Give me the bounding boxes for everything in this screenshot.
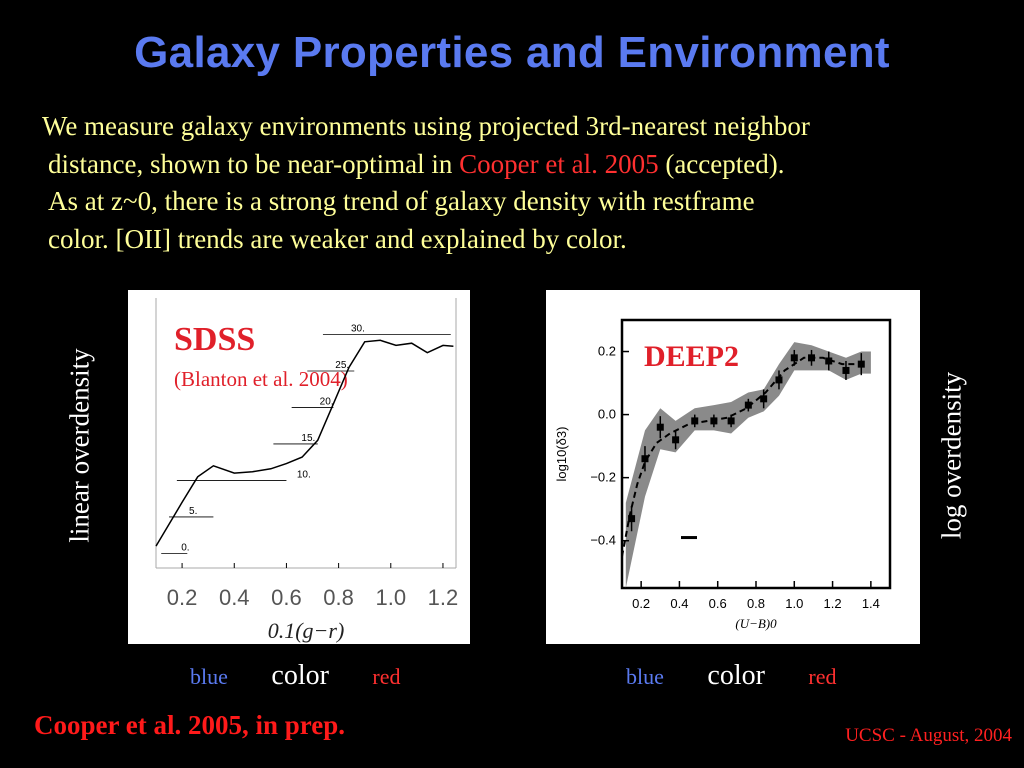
sdss-contour-label: 10. — [297, 469, 311, 480]
deep2-data-point — [790, 354, 798, 362]
left-red-label: red — [372, 664, 401, 689]
sdss-chart: SDSS(Blanton et al. 2004)0.5.10.15.20.25… — [155, 298, 459, 643]
deep2-chart-title: DEEP2 — [644, 340, 739, 373]
deep2-y-tick-label: −0.2 — [590, 470, 616, 485]
deep2-data-point — [656, 423, 664, 431]
sdss-chart-title: SDSS — [174, 321, 255, 358]
left-y-axis-label: linear overdensity — [64, 348, 95, 543]
sdss-contour-label: 25. — [335, 360, 349, 371]
deep2-data-point — [857, 360, 865, 368]
deep2-data-point — [641, 455, 649, 463]
sdss-x-tick-label: 0.2 — [167, 585, 198, 610]
right-blue-label: blue — [626, 664, 664, 689]
deep2-error-band — [625, 342, 871, 588]
sdss-contour-label: 30. — [351, 323, 365, 334]
paragraph-line-2: distance, shown to be near-optimal in Co… — [34, 146, 1024, 184]
left-color-label: color — [271, 660, 329, 691]
deep2-y-tick-label: −0.4 — [590, 533, 616, 548]
deep2-data-point — [825, 357, 833, 365]
sdss-contour-label: 5. — [189, 506, 197, 517]
paragraph-line-2-end: (accepted). — [658, 148, 785, 179]
deep2-data-point — [710, 417, 718, 425]
sdss-x-tick-label: 0.8 — [323, 585, 354, 610]
deep2-data-point — [628, 515, 636, 523]
paragraph-line-2-start: distance, shown to be near-optimal in — [48, 148, 460, 179]
deep2-y-tick-label: 0.0 — [598, 407, 616, 422]
paragraph-line-1: We measure galaxy environments using pro… — [42, 111, 810, 141]
sdss-density-line — [155, 339, 454, 547]
slide-title: Galaxy Properties and Environment — [134, 28, 890, 77]
deep2-data-point — [775, 376, 783, 384]
deep2-x-axis-label: (U−B)0 — [735, 616, 777, 631]
deep2-data-point — [760, 395, 768, 403]
deep2-x-tick-label: 1.2 — [824, 596, 842, 611]
left-blue-label: blue — [190, 664, 228, 689]
right-y-axis-label: log overdensity — [936, 371, 967, 540]
paragraph-line-3: As at z~0, there is a strong trend of ga… — [48, 186, 755, 216]
deep2-data-point — [691, 417, 699, 425]
sdss-x-tick-label: 0.6 — [271, 585, 302, 610]
sdss-x-tick-label: 1.2 — [428, 585, 459, 610]
deep2-y-axis-label: log10(δ3) — [554, 427, 569, 482]
right-color-label: color — [707, 660, 765, 691]
left-color-axis-row: blue color red — [190, 660, 401, 692]
paragraph-line-4: color. [OII] trends are weaker and expla… — [48, 223, 627, 254]
sdss-contour-label: 15. — [301, 433, 315, 444]
footer-text: UCSC - August, 2004 — [845, 725, 1012, 746]
deep2-data-point — [744, 401, 752, 409]
right-color-axis-row: blue color red — [626, 660, 837, 692]
sdss-x-tick-label: 1.0 — [375, 585, 406, 610]
sdss-contour-label: 20. — [320, 396, 334, 407]
intro-paragraph: We measure galaxy environments using pro… — [34, 108, 1024, 258]
deep2-data-point — [672, 436, 680, 444]
deep2-chart: DEEP2 0.2 0.4 0.6 0.8 1.0 1.2 1.4 −0.4 −0.2 0.0 0.2… — [554, 318, 892, 631]
deep2-x-tick-label: 1.0 — [785, 596, 803, 611]
deep2-x-tick-label: 0.8 — [747, 596, 765, 611]
deep2-x-tick-label: 0.2 — [632, 596, 650, 611]
sdss-contour-label: 0. — [181, 542, 189, 553]
sdss-chart-panel: SDSS (Blanton et al. 2004) 0. 5. 10. 15. 20. 25… — [128, 290, 470, 644]
deep2-chart-panel: DEEP2 0.2 0.4 0.6 0.8 1.0 1.2 1.4 −0.4 −0.2 0.0 0.2… — [546, 290, 920, 644]
deep2-dashed-fit — [621, 356, 862, 557]
deep2-x-tick-label: 0.6 — [709, 596, 727, 611]
deep2-x-tick-label: 1.4 — [862, 596, 880, 611]
reference-citation: Cooper et al. 2005, in prep. — [34, 710, 346, 740]
right-red-label: red — [808, 664, 837, 689]
deep2-x-tick-label: 0.4 — [670, 596, 688, 611]
citation-link[interactable]: Cooper et al. 2005 — [459, 148, 659, 179]
deep2-data-point — [842, 366, 850, 374]
deep2-y-tick-label: 0.2 — [598, 344, 616, 359]
deep2-data-point — [808, 354, 816, 362]
sdss-x-tick-label: 0.4 — [219, 585, 250, 610]
sdss-x-axis-label: 0.1(g−r) — [268, 618, 345, 643]
deep2-data-point — [727, 417, 735, 425]
